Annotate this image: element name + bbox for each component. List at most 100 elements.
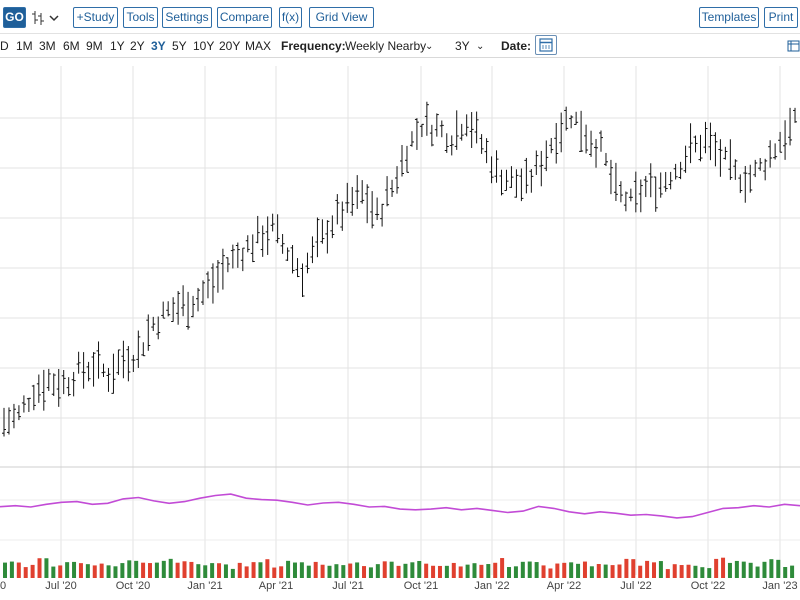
volume-bar (313, 561, 318, 578)
side-panel-icon[interactable] (787, 40, 800, 52)
compare-button[interactable]: Compare (217, 7, 272, 28)
price-bar (66, 377, 71, 397)
volume-bar (175, 562, 180, 578)
price-bar (76, 351, 81, 374)
price-bar (56, 368, 61, 407)
volume-bar (700, 567, 705, 578)
templates-button[interactable]: Templates (699, 7, 759, 28)
price-bar (101, 363, 106, 377)
period-1m[interactable]: 1M (16, 39, 33, 53)
period-5y[interactable]: 5Y (172, 39, 187, 53)
period-20y[interactable]: 20Y (219, 39, 241, 53)
volume-bar (265, 559, 270, 578)
period-3y[interactable]: 3Y (151, 39, 166, 53)
period-10y[interactable]: 10Y (193, 39, 215, 53)
price-bar (594, 138, 599, 168)
volume-bar (327, 565, 332, 578)
price-bar (763, 158, 768, 181)
chevron-down-icon (49, 15, 59, 22)
volume-bar (755, 566, 760, 578)
volume-bar (341, 565, 346, 578)
period-6m[interactable]: 6M (63, 39, 80, 53)
price-bar (539, 150, 544, 187)
price-bar (718, 139, 723, 177)
date-picker-button[interactable] (535, 35, 557, 55)
price-bar (166, 301, 171, 317)
volume-bar (161, 560, 166, 578)
frequency-select[interactable]: Weekly Nearby (345, 39, 427, 53)
volume-bar (624, 558, 629, 578)
price-bar (370, 191, 375, 229)
chart-toolbar: GO +Study Tools Settings Compare f(x) Gr… (0, 0, 800, 34)
volume-bar (9, 561, 14, 578)
price-bar (126, 346, 131, 382)
grid-view-button[interactable]: Grid View (309, 7, 374, 28)
volume-bar (652, 562, 657, 578)
volume-bar (403, 563, 408, 578)
price-bar (225, 257, 230, 273)
settings-button[interactable]: Settings (162, 7, 212, 28)
price-bar (768, 140, 773, 168)
go-button[interactable]: GO (3, 7, 26, 28)
volume-bar (617, 564, 622, 578)
volume-bar (507, 567, 512, 578)
price-bar (529, 169, 534, 193)
volume-bar (417, 560, 422, 578)
add-study-button[interactable]: +Study (73, 7, 118, 28)
price-bar (623, 191, 628, 212)
period-1y[interactable]: 1Y (110, 39, 125, 53)
volume-bar (431, 565, 436, 578)
volume-bar (299, 562, 304, 578)
period-3m[interactable]: 3M (39, 39, 56, 53)
volume-bar (237, 562, 242, 578)
price-bar (390, 179, 395, 197)
volume-bar (665, 569, 670, 578)
date-label: Date: (501, 39, 532, 53)
price-bar (310, 236, 315, 264)
price-bar (728, 139, 733, 180)
price-bar (549, 137, 554, 154)
price-bar (300, 263, 305, 297)
volume-bar (527, 561, 532, 578)
period-9m[interactable]: 9M (86, 39, 103, 53)
price-bar (210, 263, 215, 304)
range-select[interactable]: 3Y (455, 39, 470, 53)
volume-bar (279, 566, 284, 578)
volume-bar (389, 561, 394, 578)
price-bar (474, 111, 479, 144)
price-bar (6, 407, 11, 435)
price-bar (454, 110, 459, 150)
function-button[interactable]: f(x) (279, 7, 302, 28)
x-axis-label: Oct '21 (403, 580, 439, 592)
price-bar (584, 124, 589, 154)
bar-type-selector[interactable] (31, 9, 65, 27)
volume-bar (672, 564, 677, 578)
period-max[interactable]: MAX (245, 39, 272, 53)
period-d[interactable]: D (0, 39, 9, 53)
chevron-down-icon[interactable]: ⌄ (476, 41, 485, 52)
price-bar (36, 374, 41, 403)
price-bar (230, 244, 235, 269)
price-bar (688, 123, 693, 164)
price-bar (554, 122, 559, 164)
period-2y[interactable]: 2Y (130, 39, 145, 53)
volume-bar (99, 563, 104, 578)
indicator-pane (0, 493, 800, 519)
price-bar (678, 161, 683, 180)
volume-bar (244, 566, 249, 578)
tools-button[interactable]: Tools (123, 7, 158, 28)
chevron-down-icon[interactable]: ⌄ (425, 41, 434, 52)
volume-bar (548, 568, 553, 578)
volume-bar (154, 562, 159, 578)
x-axis-label: Oct '20 (115, 580, 151, 592)
volume-bar (348, 563, 353, 578)
price-bar (618, 181, 623, 203)
print-button[interactable]: Print (764, 7, 798, 28)
price-bar (589, 130, 594, 157)
price-bar (788, 107, 793, 146)
price-bar (375, 197, 380, 221)
price-bar (400, 144, 404, 177)
volume-bar (589, 566, 594, 578)
price-bar (81, 352, 86, 389)
